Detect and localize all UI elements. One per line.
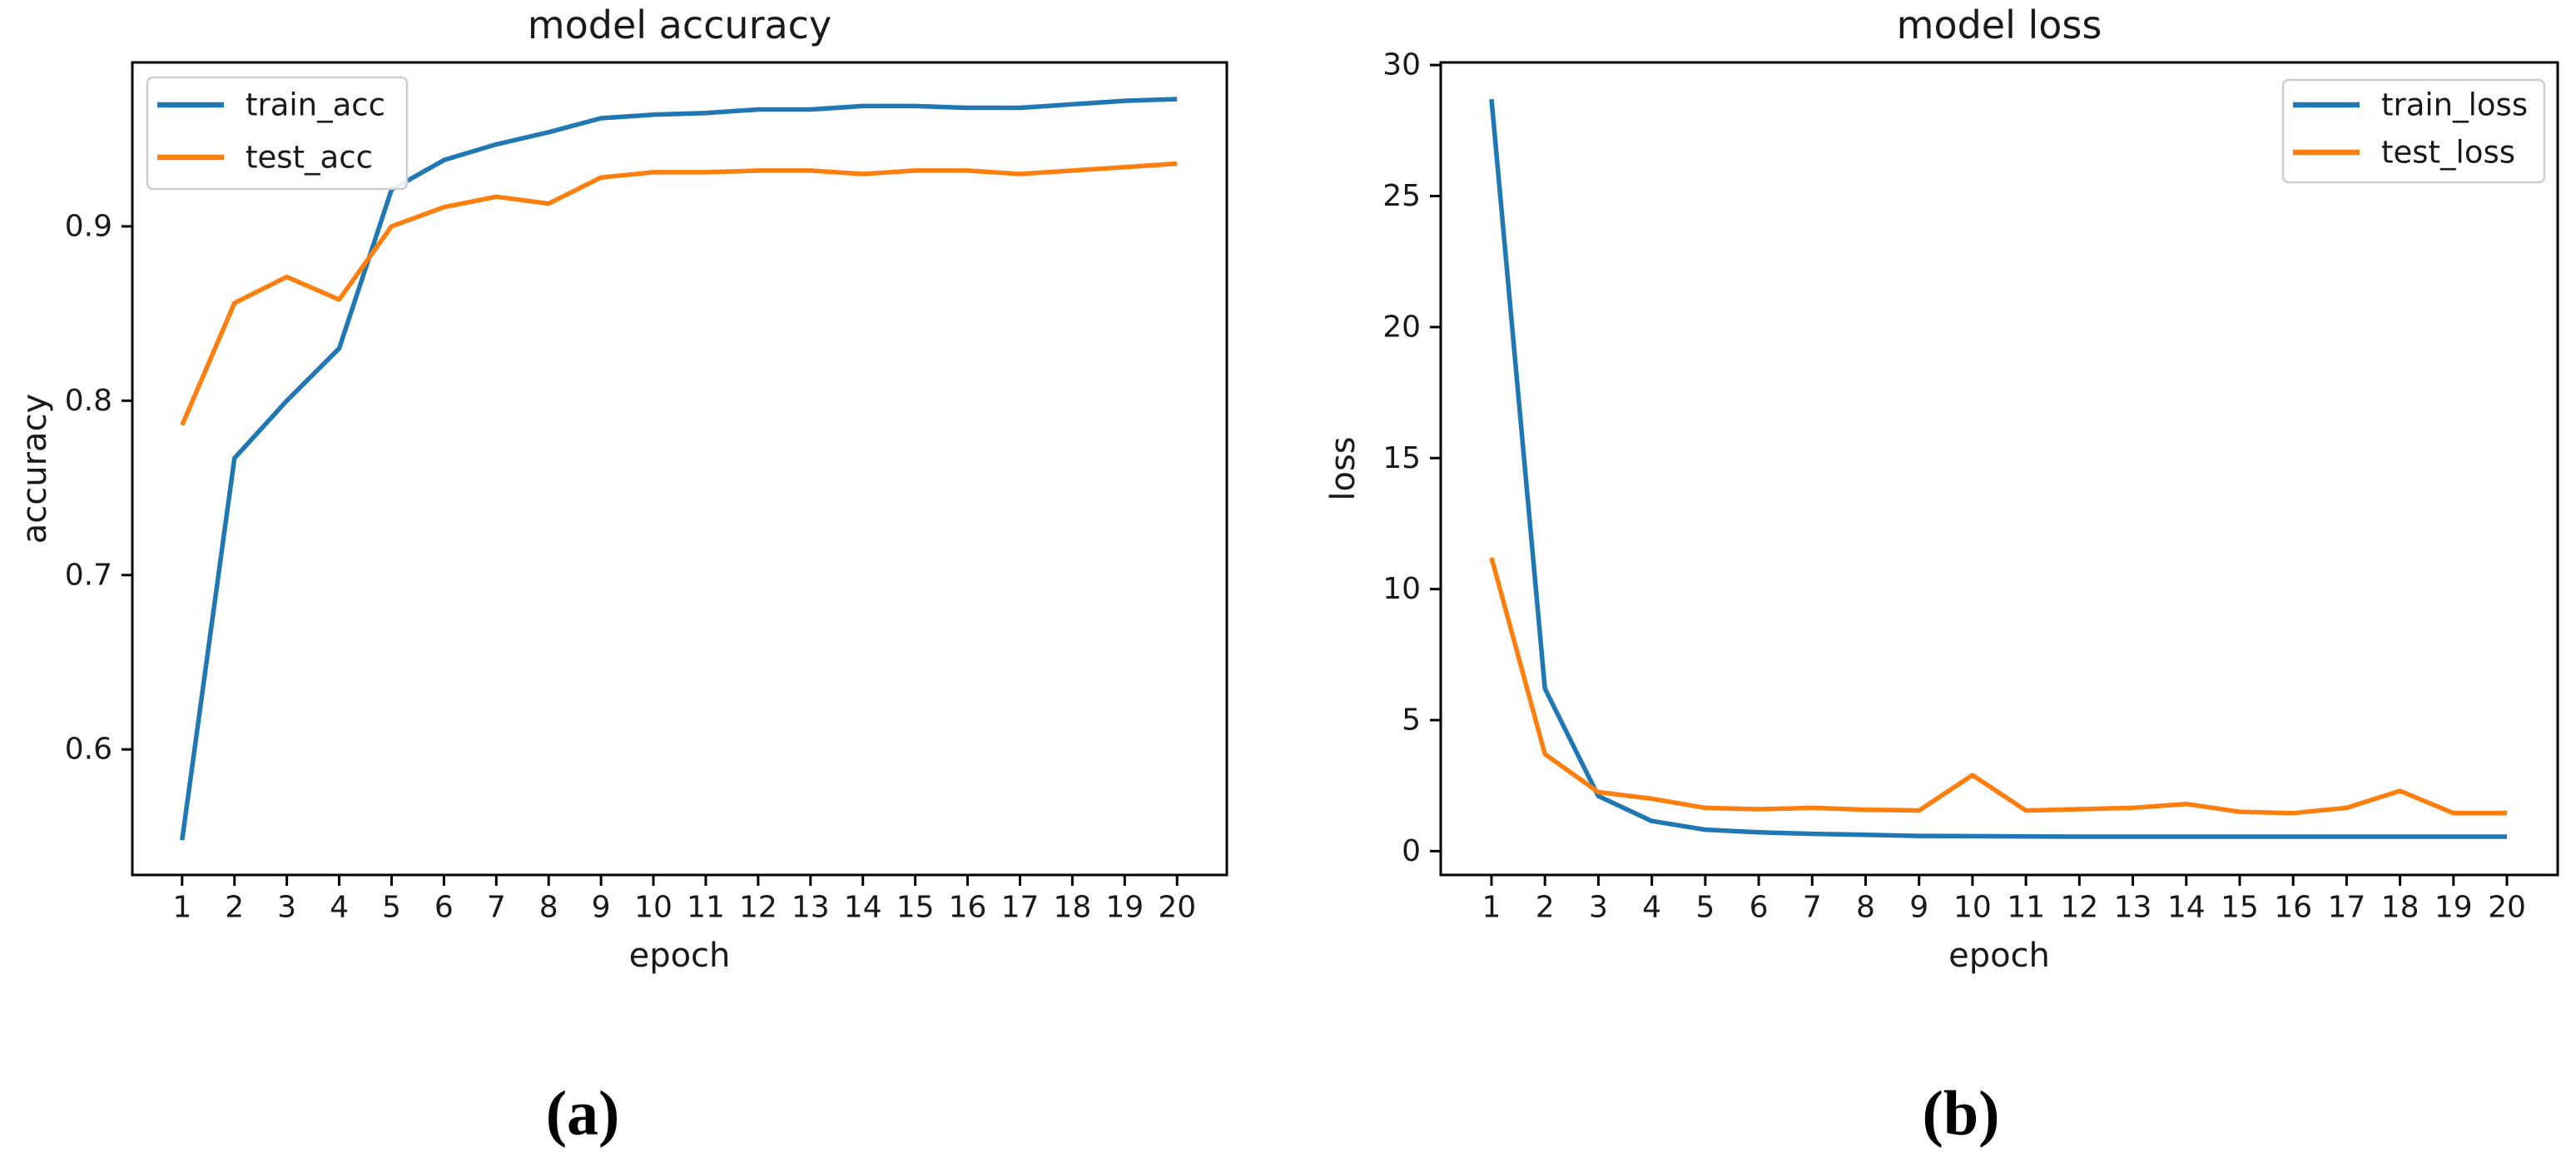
x-tick-label: 12 (739, 891, 777, 925)
x-tick-label: 1 (1482, 891, 1501, 925)
series-line-test_acc (180, 161, 1178, 426)
y-tick-label: 0.8 (65, 384, 112, 418)
x-tick-label: 11 (2007, 891, 2045, 925)
x-tick-label: 12 (2060, 891, 2098, 925)
y-tick-label: 0.6 (65, 733, 112, 767)
panel-caption-b: (b) (1922, 1078, 2000, 1149)
x-tick-label: 1 (172, 891, 191, 925)
x-tick-label: 5 (382, 891, 401, 925)
x-tick-label: 19 (1105, 891, 1144, 925)
legend: train_acc test_acc (146, 76, 409, 191)
x-tick-label: 8 (539, 891, 558, 925)
x-tick-label: 16 (2274, 891, 2312, 925)
chart-title: model accuracy (528, 2, 831, 47)
x-tick-label: 14 (844, 891, 882, 925)
series-line-train_loss (1489, 98, 2507, 839)
y-tick-label: 20 (1382, 310, 1421, 344)
x-tick-label: 18 (2381, 891, 2420, 925)
x-tick-label: 10 (634, 891, 673, 925)
x-tick-label: 8 (1856, 891, 1875, 925)
legend-label-test_acc: test_acc (246, 140, 373, 176)
y-axis-label: accuracy (16, 394, 54, 544)
x-tick-label: 16 (949, 891, 987, 925)
x-tick-label: 2 (225, 891, 244, 925)
x-tick-label: 4 (1642, 891, 1661, 925)
x-tick-label: 4 (330, 891, 349, 925)
x-tick-label: 7 (1803, 891, 1822, 925)
x-tick-label: 20 (1158, 891, 1196, 925)
y-axis-label: loss (1324, 436, 1362, 500)
x-tick-label: 14 (2167, 891, 2206, 925)
series-line-train_acc (180, 97, 1178, 841)
x-tick-label: 6 (434, 891, 454, 925)
x-tick-label: 3 (277, 891, 296, 925)
x-tick-label: 18 (1053, 891, 1091, 925)
x-tick-label: 7 (487, 891, 506, 925)
y-tick-label: 30 (1382, 48, 1421, 82)
x-tick-label: 13 (2114, 891, 2152, 925)
plot-frame (1439, 61, 2559, 877)
legend-label-train_acc: train_acc (246, 87, 385, 123)
x-tick-label: 11 (687, 891, 725, 925)
x-tick-label: 17 (2327, 891, 2365, 925)
x-tick-label: 19 (2435, 891, 2473, 925)
chart-title: model loss (1897, 2, 2102, 47)
legend-label-train_loss: train_loss (2381, 87, 2528, 123)
y-tick-label: 25 (1382, 179, 1421, 213)
x-tick-label: 6 (1750, 891, 1769, 925)
x-tick-label: 10 (1953, 891, 1992, 925)
x-tick-label: 17 (1001, 891, 1040, 925)
plot-frame (131, 61, 1228, 877)
y-tick-label: 5 (1402, 703, 1421, 737)
y-tick-label: 0.7 (65, 558, 112, 592)
series-line-test_loss (1489, 557, 2507, 816)
x-tick-label: 15 (896, 891, 935, 925)
y-tick-label: 10 (1382, 572, 1421, 606)
y-tick-label: 0.9 (65, 209, 112, 243)
panel-caption-a: (a) (545, 1078, 620, 1149)
x-tick-label: 2 (1536, 891, 1555, 925)
legend-label-test_loss: test_loss (2381, 135, 2515, 171)
x-axis-label: epoch (629, 937, 731, 975)
x-tick-label: 3 (1589, 891, 1608, 925)
x-tick-label: 13 (792, 891, 830, 925)
x-tick-label: 9 (592, 891, 611, 925)
y-tick-label: 15 (1382, 441, 1421, 475)
x-tick-label: 15 (2221, 891, 2259, 925)
x-axis-label: epoch (1948, 937, 2050, 975)
legend: train_loss test_loss (2281, 78, 2546, 184)
y-tick-label: 0 (1402, 834, 1421, 868)
x-tick-label: 9 (1909, 891, 1928, 925)
x-tick-label: 5 (1695, 891, 1715, 925)
x-tick-label: 20 (2488, 891, 2526, 925)
